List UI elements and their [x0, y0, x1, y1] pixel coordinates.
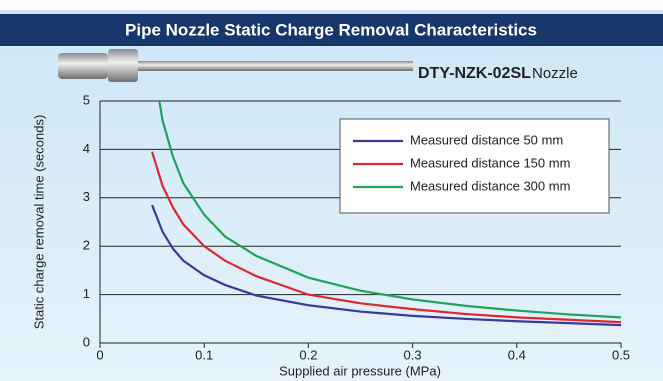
chart-title: Pipe Nozzle Static Charge Removal Charac… [125, 20, 537, 39]
legend-label: Measured distance 50 mm [410, 132, 563, 147]
title-bar [0, 14, 663, 46]
product-name: Nozzle [532, 65, 578, 82]
x-tick-label: 0.2 [299, 347, 317, 362]
x-tick-label: 0.1 [195, 347, 213, 362]
y-tick-label: 2 [83, 238, 90, 253]
y-tick-label: 3 [83, 189, 90, 204]
series-line [158, 100, 622, 319]
legend-label: Measured distance 150 mm [410, 155, 570, 170]
y-tick-label: 0 [83, 334, 90, 349]
nozzle-image [58, 49, 413, 82]
series-line [151, 204, 622, 327]
y-tick-label: 1 [83, 286, 90, 301]
x-tick-label: 0.4 [508, 347, 526, 362]
legend-box [339, 118, 610, 214]
y-axis-label: Static charge removal time (seconds) [31, 115, 46, 330]
x-tick-label: 0.5 [612, 347, 630, 362]
x-tick-label: 0 [96, 347, 103, 362]
y-tick-label: 5 [83, 92, 90, 107]
x-axis-label: Supplied air pressure (MPa) [279, 363, 441, 378]
y-tick-label: 4 [83, 141, 90, 156]
x-tick-label: 0.3 [404, 347, 422, 362]
product-code: DTY-NZK-02SL [418, 65, 531, 82]
legend-label: Measured distance 300 mm [410, 178, 570, 193]
series-line [151, 151, 622, 324]
